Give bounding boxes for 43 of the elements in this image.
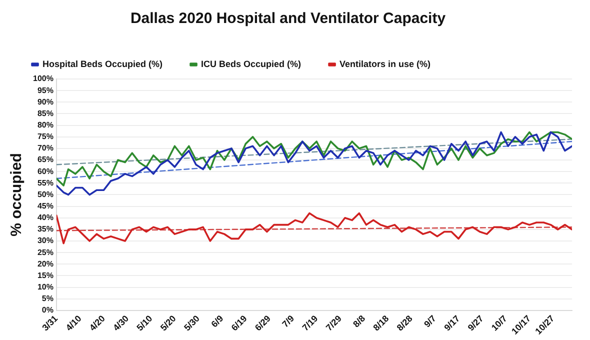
- y-tick-label: 35%: [37, 224, 54, 234]
- y-tick-label: 40%: [37, 213, 54, 222]
- y-tick-label: 45%: [37, 201, 54, 210]
- x-tick-label: 7/19: [300, 313, 320, 333]
- legend-label: ICU Beds Occupied (%): [201, 58, 302, 69]
- x-tick-label: 6/9: [209, 313, 226, 330]
- y-tick-label: 10%: [37, 282, 54, 292]
- x-tick-label: 5/30: [182, 313, 202, 333]
- x-tick-label: 3/31: [40, 313, 60, 333]
- y-tick-label: 0%: [42, 306, 54, 315]
- y-tick-label: 85%: [37, 108, 54, 118]
- y-tick-label: 60%: [37, 166, 54, 176]
- y-tick-label: 50%: [37, 190, 54, 199]
- x-tick-label: 6/19: [229, 313, 249, 333]
- y-tick-label: 90%: [37, 97, 54, 106]
- y-tick-label: 30%: [37, 236, 54, 246]
- x-tick-label: 4/10: [64, 313, 84, 333]
- y-axis-title: % occupied: [8, 153, 26, 236]
- y-tick-label: 65%: [37, 155, 54, 164]
- y-tick-label: 70%: [37, 144, 54, 153]
- x-tick-label: 9/7: [422, 313, 438, 330]
- y-tick-label: 80%: [37, 120, 54, 130]
- y-tick-label: 20%: [37, 259, 54, 268]
- y-tick-label: 75%: [37, 132, 54, 142]
- x-tick-label: 8/18: [371, 313, 391, 333]
- x-tick-label: 4/20: [87, 313, 107, 333]
- y-tick-label: 15%: [37, 270, 54, 280]
- x-tick-label: 8/28: [394, 313, 414, 333]
- x-tick-label: 4/30: [111, 313, 131, 333]
- y-tick-label: 100%: [32, 74, 54, 84]
- legend-label: Ventilators in use (%): [340, 58, 431, 69]
- y-tick-label: 5%: [42, 294, 54, 304]
- chart-title: Dallas 2020 Hospital and Ventilator Capacity: [130, 10, 446, 28]
- y-tick-label: 55%: [37, 178, 54, 188]
- x-tick-label: 6/29: [253, 313, 272, 333]
- x-tick-label: 7/29: [324, 313, 344, 333]
- y-tick-label: 25%: [37, 248, 54, 257]
- x-tick-label: 5/20: [158, 313, 178, 333]
- x-tick-label: 5/10: [134, 313, 154, 333]
- y-tick-label: 95%: [37, 86, 54, 95]
- legend-label: Hospital Beds Occupied (%): [42, 58, 163, 69]
- x-tick-label: 7/9: [280, 313, 296, 330]
- x-tick-label: 8/8: [351, 313, 368, 330]
